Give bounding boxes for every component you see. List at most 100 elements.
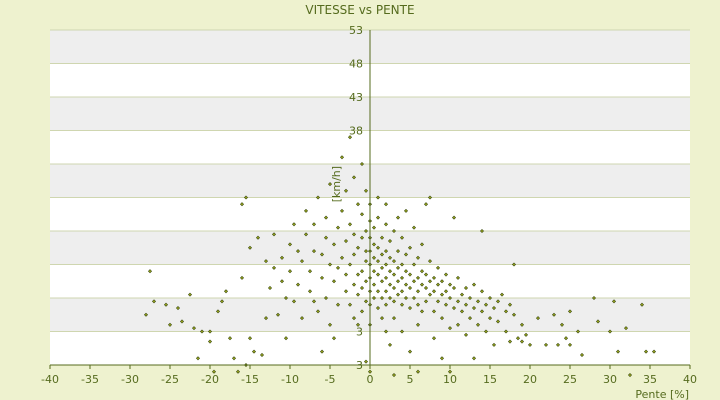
data-point bbox=[371, 282, 377, 287]
data-point bbox=[339, 255, 345, 260]
data-point bbox=[271, 232, 277, 237]
data-point bbox=[311, 249, 317, 254]
data-point bbox=[215, 309, 221, 314]
data-point bbox=[379, 252, 385, 257]
data-point bbox=[331, 336, 337, 341]
data-point bbox=[415, 302, 421, 307]
data-point bbox=[359, 161, 365, 167]
x-tick-label: 30 bbox=[603, 373, 617, 386]
x-tick-label: 35 bbox=[643, 373, 657, 386]
data-point bbox=[463, 302, 469, 307]
data-point bbox=[359, 235, 365, 240]
data-point bbox=[259, 352, 265, 357]
data-point bbox=[351, 252, 357, 257]
data-point bbox=[239, 202, 245, 207]
data-point bbox=[387, 269, 393, 274]
data-point bbox=[263, 316, 269, 321]
data-point bbox=[371, 269, 377, 274]
data-point bbox=[371, 242, 377, 247]
data-point bbox=[555, 342, 561, 347]
data-point bbox=[447, 295, 453, 301]
data-point bbox=[315, 309, 321, 314]
data-point bbox=[347, 222, 353, 227]
data-point bbox=[399, 302, 405, 307]
data-point bbox=[143, 312, 149, 317]
data-point bbox=[323, 235, 329, 240]
data-point bbox=[563, 336, 569, 341]
data-point bbox=[419, 309, 425, 314]
data-point bbox=[355, 292, 361, 297]
data-point bbox=[343, 188, 349, 193]
data-point bbox=[387, 282, 393, 287]
data-point bbox=[487, 295, 493, 301]
data-point bbox=[375, 306, 381, 311]
data-point bbox=[391, 228, 397, 234]
data-point bbox=[399, 262, 405, 267]
data-point bbox=[283, 295, 289, 301]
data-point bbox=[199, 329, 205, 334]
data-point bbox=[383, 289, 389, 294]
x-axis-label: Pente [%] bbox=[635, 388, 689, 400]
data-point bbox=[351, 316, 357, 321]
data-point bbox=[467, 316, 473, 321]
data-point bbox=[335, 302, 341, 307]
data-point bbox=[291, 299, 297, 304]
data-point bbox=[375, 289, 381, 294]
data-point bbox=[611, 299, 617, 304]
data-point bbox=[379, 235, 385, 240]
data-point bbox=[287, 242, 293, 247]
data-point bbox=[151, 299, 157, 304]
data-point bbox=[559, 322, 565, 327]
data-point bbox=[363, 228, 369, 234]
data-point bbox=[355, 272, 361, 277]
data-point bbox=[395, 265, 401, 270]
data-point bbox=[387, 295, 393, 301]
data-point bbox=[427, 259, 433, 264]
y-tick-label: 3 bbox=[356, 326, 363, 339]
data-point bbox=[371, 255, 377, 260]
data-point bbox=[299, 316, 305, 321]
data-point bbox=[279, 255, 285, 260]
data-point bbox=[311, 299, 317, 304]
data-point bbox=[331, 279, 337, 284]
tick-labels: -40 -35 -30 -25 -20 -15 -10 -5 0 5 10 15 20 25 30 35 40 5… bbox=[41, 24, 697, 386]
data-point bbox=[383, 262, 389, 267]
data-point bbox=[247, 245, 253, 250]
data-point bbox=[383, 249, 389, 254]
data-point bbox=[483, 302, 489, 307]
data-point bbox=[403, 282, 409, 287]
data-point bbox=[279, 279, 285, 284]
data-point bbox=[395, 215, 401, 220]
data-point bbox=[431, 275, 437, 280]
data-point bbox=[391, 285, 397, 290]
x-tick-label: 20 bbox=[523, 373, 537, 386]
x-tick-label: -35 bbox=[81, 373, 99, 386]
data-point bbox=[267, 285, 273, 290]
data-point bbox=[415, 275, 421, 280]
data-point bbox=[519, 339, 525, 344]
data-point bbox=[607, 329, 613, 334]
data-point bbox=[363, 249, 369, 254]
y-axis-label: [km/h] bbox=[330, 166, 343, 202]
data-point bbox=[339, 208, 345, 213]
data-point bbox=[283, 336, 289, 341]
data-point bbox=[175, 306, 181, 311]
x-tick-label: -5 bbox=[325, 373, 336, 386]
y-tick-label: 43 bbox=[349, 91, 363, 104]
data-point bbox=[439, 279, 445, 284]
data-point bbox=[411, 225, 417, 230]
data-point bbox=[307, 269, 313, 274]
data-point bbox=[243, 195, 249, 200]
x-tick-label: 15 bbox=[483, 373, 497, 386]
data-point bbox=[303, 232, 309, 237]
x-tick-label: 5 bbox=[407, 373, 414, 386]
data-point bbox=[363, 359, 369, 364]
data-point bbox=[579, 352, 585, 357]
data-point bbox=[163, 302, 169, 307]
data-point bbox=[295, 249, 301, 254]
data-point bbox=[383, 222, 389, 227]
data-point bbox=[411, 295, 417, 301]
data-point bbox=[427, 292, 433, 297]
data-point bbox=[355, 322, 361, 327]
data-point bbox=[499, 292, 505, 297]
